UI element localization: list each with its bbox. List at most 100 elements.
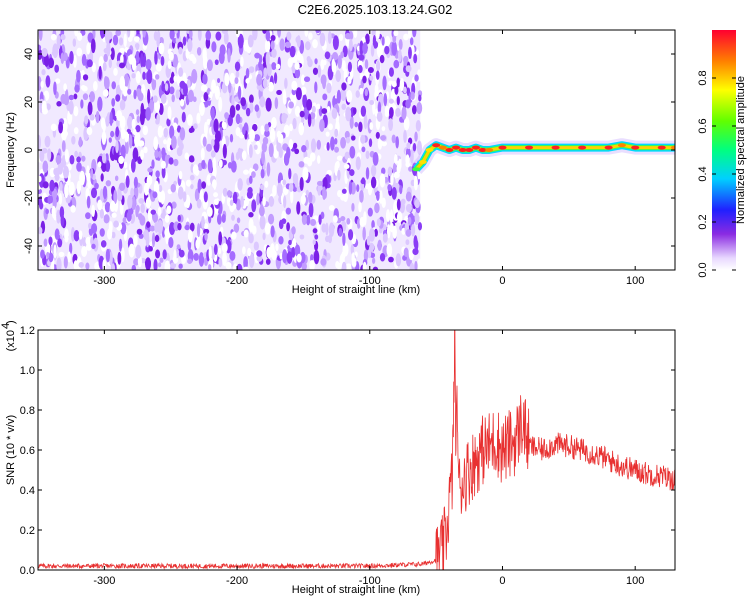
noise-speckle bbox=[266, 162, 271, 177]
noise-speckle bbox=[187, 258, 193, 264]
noise-speckle bbox=[42, 181, 49, 189]
noise-speckle bbox=[146, 221, 151, 228]
noise-speckle bbox=[218, 96, 223, 112]
noise-speckle bbox=[403, 33, 409, 41]
noise-speckle bbox=[104, 201, 111, 213]
noise-speckle bbox=[131, 73, 136, 79]
noise-speckle bbox=[278, 235, 284, 245]
noise-speckle bbox=[237, 85, 242, 100]
noise-speckle bbox=[163, 127, 169, 138]
noise-speckle bbox=[286, 222, 290, 232]
signal-point bbox=[617, 143, 626, 148]
noise-speckle bbox=[159, 257, 164, 263]
noise-speckle bbox=[101, 131, 107, 145]
noise-speckle bbox=[169, 30, 175, 40]
spectrogram-x-ticks: -300 -200 -100 0 100 bbox=[93, 30, 644, 287]
noise-speckle bbox=[385, 209, 391, 223]
noise-speckle bbox=[44, 135, 51, 148]
noise-speckle bbox=[271, 116, 277, 129]
noise-speckle bbox=[279, 133, 284, 144]
noise-speckle bbox=[115, 126, 120, 138]
noise-speckle bbox=[147, 167, 153, 173]
noise-speckle bbox=[97, 199, 103, 211]
x-tick-label: -100 bbox=[359, 575, 381, 587]
noise-speckle bbox=[286, 146, 291, 160]
noise-speckle bbox=[372, 34, 377, 48]
noise-speckle bbox=[337, 189, 342, 198]
noise-speckle bbox=[114, 175, 119, 182]
noise-speckle bbox=[356, 184, 360, 193]
noise-speckle bbox=[154, 100, 161, 113]
noise-speckle bbox=[97, 161, 102, 168]
noise-speckle bbox=[137, 92, 144, 102]
noise-speckle bbox=[135, 205, 139, 218]
noise-speckle bbox=[203, 223, 209, 230]
noise-speckle bbox=[164, 260, 171, 270]
noise-speckle bbox=[306, 56, 311, 62]
noise-speckle bbox=[123, 33, 127, 48]
noise-speckle bbox=[279, 38, 285, 51]
noise-speckle bbox=[64, 228, 69, 243]
noise-speckle bbox=[349, 169, 355, 177]
noise-speckle bbox=[349, 116, 354, 129]
noise-speckle bbox=[102, 89, 109, 97]
noise-speckle bbox=[416, 102, 423, 115]
noise-speckle bbox=[388, 256, 394, 263]
noise-speckle bbox=[264, 180, 269, 188]
noise-speckle bbox=[346, 218, 351, 225]
noise-speckle bbox=[229, 72, 236, 85]
noise-speckle bbox=[102, 61, 107, 72]
noise-speckle bbox=[45, 208, 49, 215]
noise-speckle bbox=[369, 122, 374, 131]
colorbar: 0.0 0.2 0.4 0.6 0.8 Normalized spectral ampl… bbox=[697, 30, 747, 278]
snr-series-line bbox=[38, 330, 675, 570]
noise-speckle bbox=[400, 198, 406, 205]
noise-speckle bbox=[127, 88, 132, 95]
noise-speckle bbox=[396, 95, 400, 106]
noise-speckle bbox=[101, 152, 107, 164]
noise-speckle bbox=[381, 167, 386, 175]
noise-speckle bbox=[51, 205, 56, 219]
noise-speckle bbox=[235, 30, 241, 38]
noise-speckle bbox=[42, 160, 49, 173]
noise-speckle bbox=[164, 214, 170, 223]
noise-speckle bbox=[69, 50, 74, 65]
noise-speckle bbox=[286, 31, 292, 41]
noise-speckle bbox=[89, 91, 96, 103]
noise-speckle bbox=[405, 203, 413, 213]
noise-speckle bbox=[189, 222, 195, 232]
noise-speckle bbox=[63, 83, 67, 92]
noise-speckle bbox=[273, 72, 278, 84]
noise-speckle bbox=[360, 134, 366, 144]
noise-speckle bbox=[178, 263, 183, 269]
noise-speckle bbox=[308, 32, 313, 41]
noise-speckle bbox=[84, 115, 89, 125]
noise-speckle bbox=[188, 53, 195, 61]
noise-speckle bbox=[49, 179, 55, 192]
noise-speckle bbox=[234, 82, 239, 94]
noise-speckle bbox=[216, 213, 222, 225]
noise-speckle bbox=[312, 67, 319, 75]
noise-speckle bbox=[38, 44, 42, 51]
noise-speckle bbox=[247, 247, 252, 257]
noise-speckle bbox=[118, 62, 126, 69]
noise-speckle bbox=[410, 91, 415, 100]
noise-speckle bbox=[104, 30, 111, 44]
noise-speckle bbox=[69, 154, 75, 165]
noise-speckle bbox=[367, 182, 373, 196]
noise-speckle bbox=[270, 34, 276, 42]
noise-speckle bbox=[201, 181, 207, 189]
noise-speckle bbox=[309, 259, 315, 270]
noise-speckle bbox=[304, 30, 309, 37]
noise-speckle bbox=[203, 191, 208, 203]
noise-speckle bbox=[218, 247, 222, 255]
noise-speckle bbox=[300, 86, 307, 96]
noise-speckle bbox=[332, 215, 338, 223]
noise-speckle bbox=[348, 180, 353, 195]
noise-speckle bbox=[399, 78, 405, 92]
noise-speckle bbox=[265, 258, 271, 265]
noise-speckle bbox=[86, 59, 93, 68]
noise-speckle bbox=[145, 107, 151, 121]
noise-speckle bbox=[243, 169, 250, 175]
